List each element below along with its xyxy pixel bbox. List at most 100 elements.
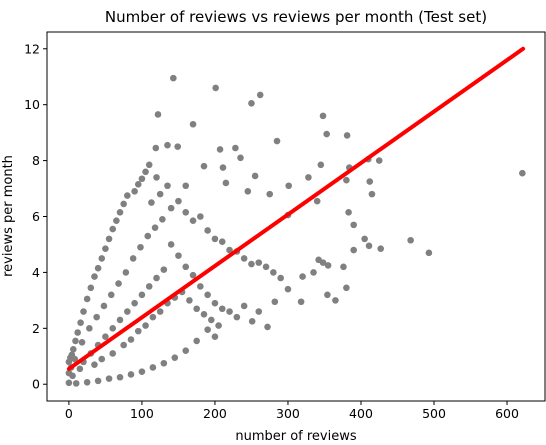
data-point <box>105 375 113 382</box>
data-point <box>94 264 102 272</box>
x-axis-label: number of reviews <box>235 429 357 444</box>
data-point <box>93 313 100 321</box>
data-point <box>152 144 160 152</box>
data-point <box>142 168 149 176</box>
data-point <box>248 318 256 325</box>
data-point <box>122 269 130 276</box>
data-point <box>153 174 160 181</box>
x-tick-label: 300 <box>276 406 300 421</box>
data-point <box>377 245 385 252</box>
data-point <box>232 144 239 152</box>
data-point <box>83 295 91 303</box>
x-tick-label: 600 <box>495 406 519 421</box>
data-point <box>343 176 350 184</box>
data-point <box>216 146 224 153</box>
data-point <box>222 179 230 187</box>
data-point <box>145 283 153 290</box>
data-point <box>80 308 87 315</box>
data-point <box>151 224 159 231</box>
y-tick-label: 6 <box>32 209 40 224</box>
data-point <box>319 112 327 120</box>
data-point <box>78 338 86 346</box>
y-tick-label: 2 <box>32 321 40 336</box>
data-point <box>105 235 113 243</box>
data-point <box>240 302 248 310</box>
data-point <box>69 345 77 353</box>
data-point <box>145 161 153 169</box>
data-point <box>124 308 131 315</box>
data-point <box>116 316 124 324</box>
data-point <box>284 285 292 293</box>
data-point <box>266 190 274 198</box>
data-point <box>131 188 138 195</box>
data-point <box>255 308 263 315</box>
data-point <box>240 255 248 262</box>
data-point <box>189 271 197 279</box>
data-point <box>134 327 142 335</box>
data-point <box>343 284 350 292</box>
data-point <box>77 319 84 327</box>
data-point <box>193 305 200 313</box>
data-point <box>134 181 142 188</box>
data-point <box>86 325 93 332</box>
data-point <box>271 298 279 306</box>
data-point <box>332 297 339 304</box>
data-point <box>116 373 124 381</box>
data-point <box>113 217 120 224</box>
data-point <box>310 269 317 276</box>
data-point <box>365 242 373 250</box>
data-point <box>153 274 160 282</box>
data-point <box>174 143 182 150</box>
data-point <box>285 182 292 190</box>
data-point <box>186 297 193 304</box>
data-point <box>72 337 79 345</box>
data-point <box>273 137 281 145</box>
x-tick-label: 200 <box>203 406 227 421</box>
data-point <box>127 371 135 378</box>
data-point <box>72 380 80 387</box>
data-point <box>144 232 152 240</box>
data-point <box>167 241 175 248</box>
data-point <box>264 323 271 331</box>
data-point <box>197 213 204 220</box>
data-point <box>129 255 137 262</box>
data-point <box>317 161 325 169</box>
data-point <box>107 291 115 299</box>
data-point <box>120 341 127 349</box>
data-point <box>361 235 368 243</box>
chart-title: Number of reviews vs reviews per month (… <box>105 8 487 26</box>
data-point <box>519 169 526 177</box>
data-point <box>149 313 157 321</box>
data-point <box>425 249 433 257</box>
data-point <box>87 284 95 292</box>
data-point <box>244 188 252 195</box>
y-tick-label: 12 <box>24 41 40 56</box>
data-point <box>215 322 222 329</box>
data-point <box>305 174 312 181</box>
data-point <box>74 329 81 336</box>
data-point <box>262 263 270 271</box>
data-point <box>204 326 211 334</box>
y-axis-label: reviews per month <box>1 155 16 277</box>
data-point <box>182 347 190 354</box>
data-point <box>154 111 162 118</box>
data-point <box>164 182 171 190</box>
data-point <box>324 262 332 269</box>
data-point <box>189 217 197 224</box>
data-point <box>200 162 208 170</box>
data-point <box>124 192 131 199</box>
data-point <box>277 274 284 282</box>
y-tick-label: 10 <box>24 97 40 112</box>
data-point <box>270 269 277 276</box>
data-point <box>138 368 146 375</box>
data-point <box>98 355 106 363</box>
data-point <box>407 236 414 244</box>
data-point <box>71 355 79 363</box>
data-point <box>170 74 177 82</box>
x-tick-label: 0 <box>65 406 73 421</box>
data-point <box>366 178 374 185</box>
data-point <box>343 132 351 139</box>
data-point <box>211 235 219 243</box>
x-tick-label: 100 <box>130 406 154 421</box>
